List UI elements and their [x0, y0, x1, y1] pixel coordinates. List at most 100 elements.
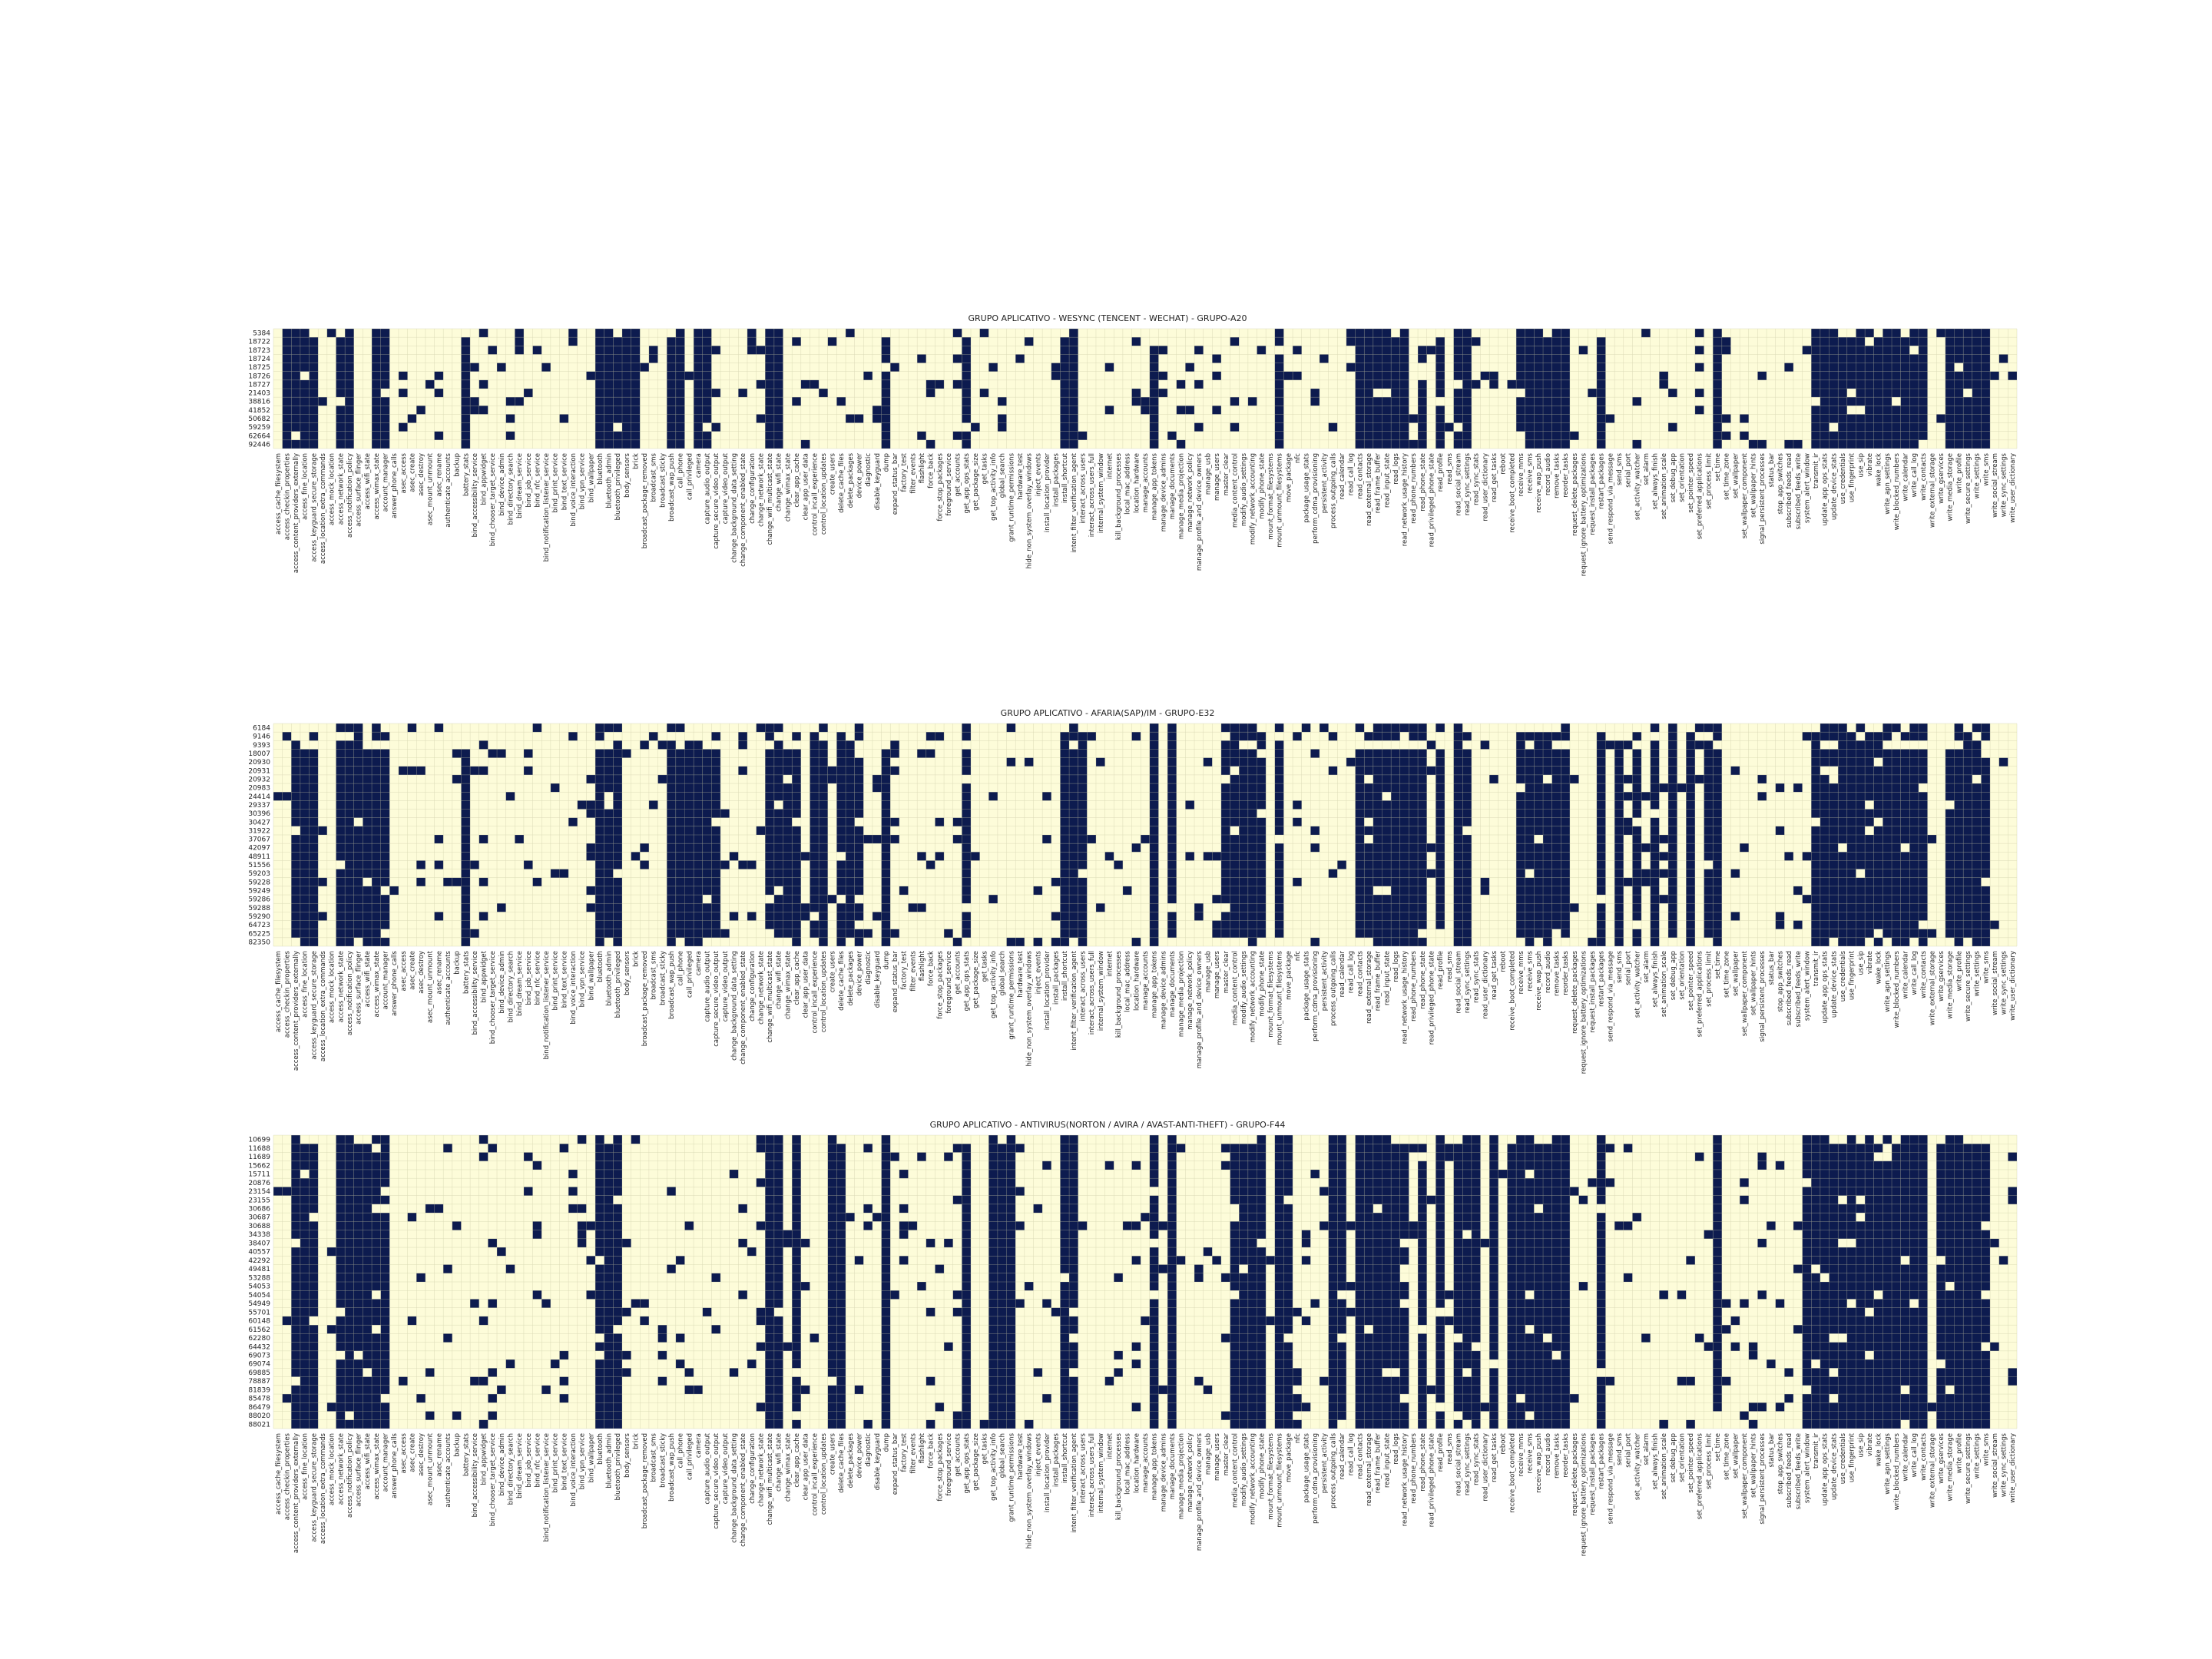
heatmap-cell — [1596, 431, 1606, 440]
heatmap-cell — [1373, 809, 1382, 818]
heatmap-cell — [667, 422, 676, 432]
heatmap-cell — [854, 783, 864, 793]
heatmap-cell — [613, 1213, 622, 1222]
heatmap-cell — [1713, 439, 1722, 449]
heatmap-cell — [604, 1238, 614, 1248]
heatmap-cell — [1230, 783, 1240, 793]
column-label: read_input_state — [1383, 453, 1391, 508]
heatmap-cell — [694, 903, 703, 912]
heatmap-cell — [675, 363, 685, 372]
heatmap-cell — [1820, 329, 1830, 338]
heatmap-cell — [291, 422, 300, 432]
heatmap-cell — [282, 363, 292, 372]
heatmap-cell — [1078, 877, 1088, 886]
heatmap-cell — [702, 379, 712, 389]
heatmap-cell — [604, 809, 614, 818]
heatmap-cell — [1373, 835, 1382, 844]
heatmap-cell — [1060, 1187, 1070, 1196]
heatmap-cell — [1909, 886, 1919, 896]
heatmap-cell — [1364, 1213, 1373, 1222]
heatmap-cell — [291, 1204, 300, 1214]
heatmap-cell — [1900, 886, 1910, 896]
heatmap-cell — [846, 843, 855, 853]
heatmap-cell — [1561, 337, 1570, 346]
heatmap-cell — [353, 757, 363, 767]
heatmap-cell — [1364, 732, 1373, 741]
heatmap-cell — [694, 766, 703, 775]
heatmap-cell — [345, 1169, 354, 1179]
heatmap-cell — [836, 1204, 846, 1214]
heatmap-cell — [1856, 363, 1866, 372]
column-label: filter_events — [909, 950, 917, 991]
heatmap-cell — [1945, 843, 1955, 853]
heatmap-cell — [1355, 766, 1365, 775]
heatmap-cell — [765, 397, 774, 406]
row-label: 9146 — [253, 733, 270, 741]
heatmap-cell — [1534, 337, 1544, 346]
heatmap-cell — [309, 895, 319, 904]
heatmap-cell — [1534, 379, 1544, 389]
heatmap-cell — [1802, 1161, 1812, 1170]
heatmap-cell — [1883, 363, 1892, 372]
heatmap-cell — [595, 929, 604, 938]
heatmap-cell — [1900, 439, 1910, 449]
heatmap-cell — [988, 1144, 998, 1153]
heatmap-cell — [1220, 877, 1230, 886]
heatmap-cell — [1909, 1169, 1919, 1179]
heatmap-cell — [595, 422, 604, 432]
heatmap-cell — [819, 757, 828, 767]
heatmap-cell — [1704, 774, 1714, 784]
heatmap-cell — [1829, 329, 1839, 338]
heatmap-cell — [1373, 774, 1382, 784]
heatmap-cell — [1713, 817, 1722, 826]
heatmap-cell — [1391, 843, 1400, 853]
heatmap-cell — [1274, 817, 1284, 826]
heatmap-cell — [353, 774, 363, 784]
heatmap-cell — [1453, 757, 1463, 767]
heatmap-cell — [1176, 379, 1186, 389]
heatmap-cell — [1399, 1187, 1409, 1196]
heatmap-cell — [1596, 1213, 1606, 1222]
heatmap-cell — [1865, 1135, 1874, 1144]
heatmap-cell — [1525, 817, 1535, 826]
heatmap-cell — [810, 792, 820, 801]
heatmap-cell — [1462, 439, 1472, 449]
heatmap-cell — [1220, 835, 1230, 844]
heatmap-cell — [613, 1204, 622, 1214]
column-label: status_bar — [1768, 950, 1776, 985]
heatmap-cell — [1149, 354, 1159, 363]
heatmap-cell — [1462, 774, 1472, 784]
heatmap-cell — [1399, 439, 1409, 449]
heatmap-cell — [836, 912, 846, 921]
heatmap-cell — [694, 329, 703, 338]
heatmap-cell — [1632, 732, 1642, 741]
heatmap-cell — [1838, 912, 1847, 921]
heatmap-cell — [1239, 852, 1248, 861]
heatmap-cell — [1909, 724, 1919, 733]
heatmap-cell — [1829, 912, 1839, 921]
heatmap-cell — [836, 843, 846, 853]
heatmap-cell — [1596, 817, 1606, 826]
heatmap-cell — [309, 363, 319, 372]
heatmap-cell — [1462, 397, 1472, 406]
heatmap-cell — [1820, 389, 1830, 398]
heatmap-cell — [1543, 1152, 1552, 1161]
heatmap-cell — [1963, 860, 1972, 869]
heatmap-cell — [1364, 1144, 1373, 1153]
heatmap-cell — [1382, 860, 1392, 869]
heatmap-cell — [1775, 912, 1785, 921]
heatmap-cell — [300, 766, 310, 775]
column-label: battery_stats — [462, 950, 470, 994]
heatmap-cell — [434, 860, 444, 869]
heatmap-cell — [881, 912, 891, 921]
column-label: bind_vpn_service — [579, 453, 587, 509]
heatmap-cell — [300, 406, 310, 415]
heatmap-cell — [1856, 937, 1866, 946]
heatmap-cell — [1283, 1152, 1293, 1161]
heatmap-cell — [1686, 740, 1695, 750]
heatmap-cell — [300, 757, 310, 767]
heatmap-cell — [792, 397, 801, 406]
heatmap-cell — [1865, 1187, 1874, 1196]
column-label: expand_status_bar — [892, 452, 899, 515]
heatmap-cell — [1972, 886, 1982, 896]
